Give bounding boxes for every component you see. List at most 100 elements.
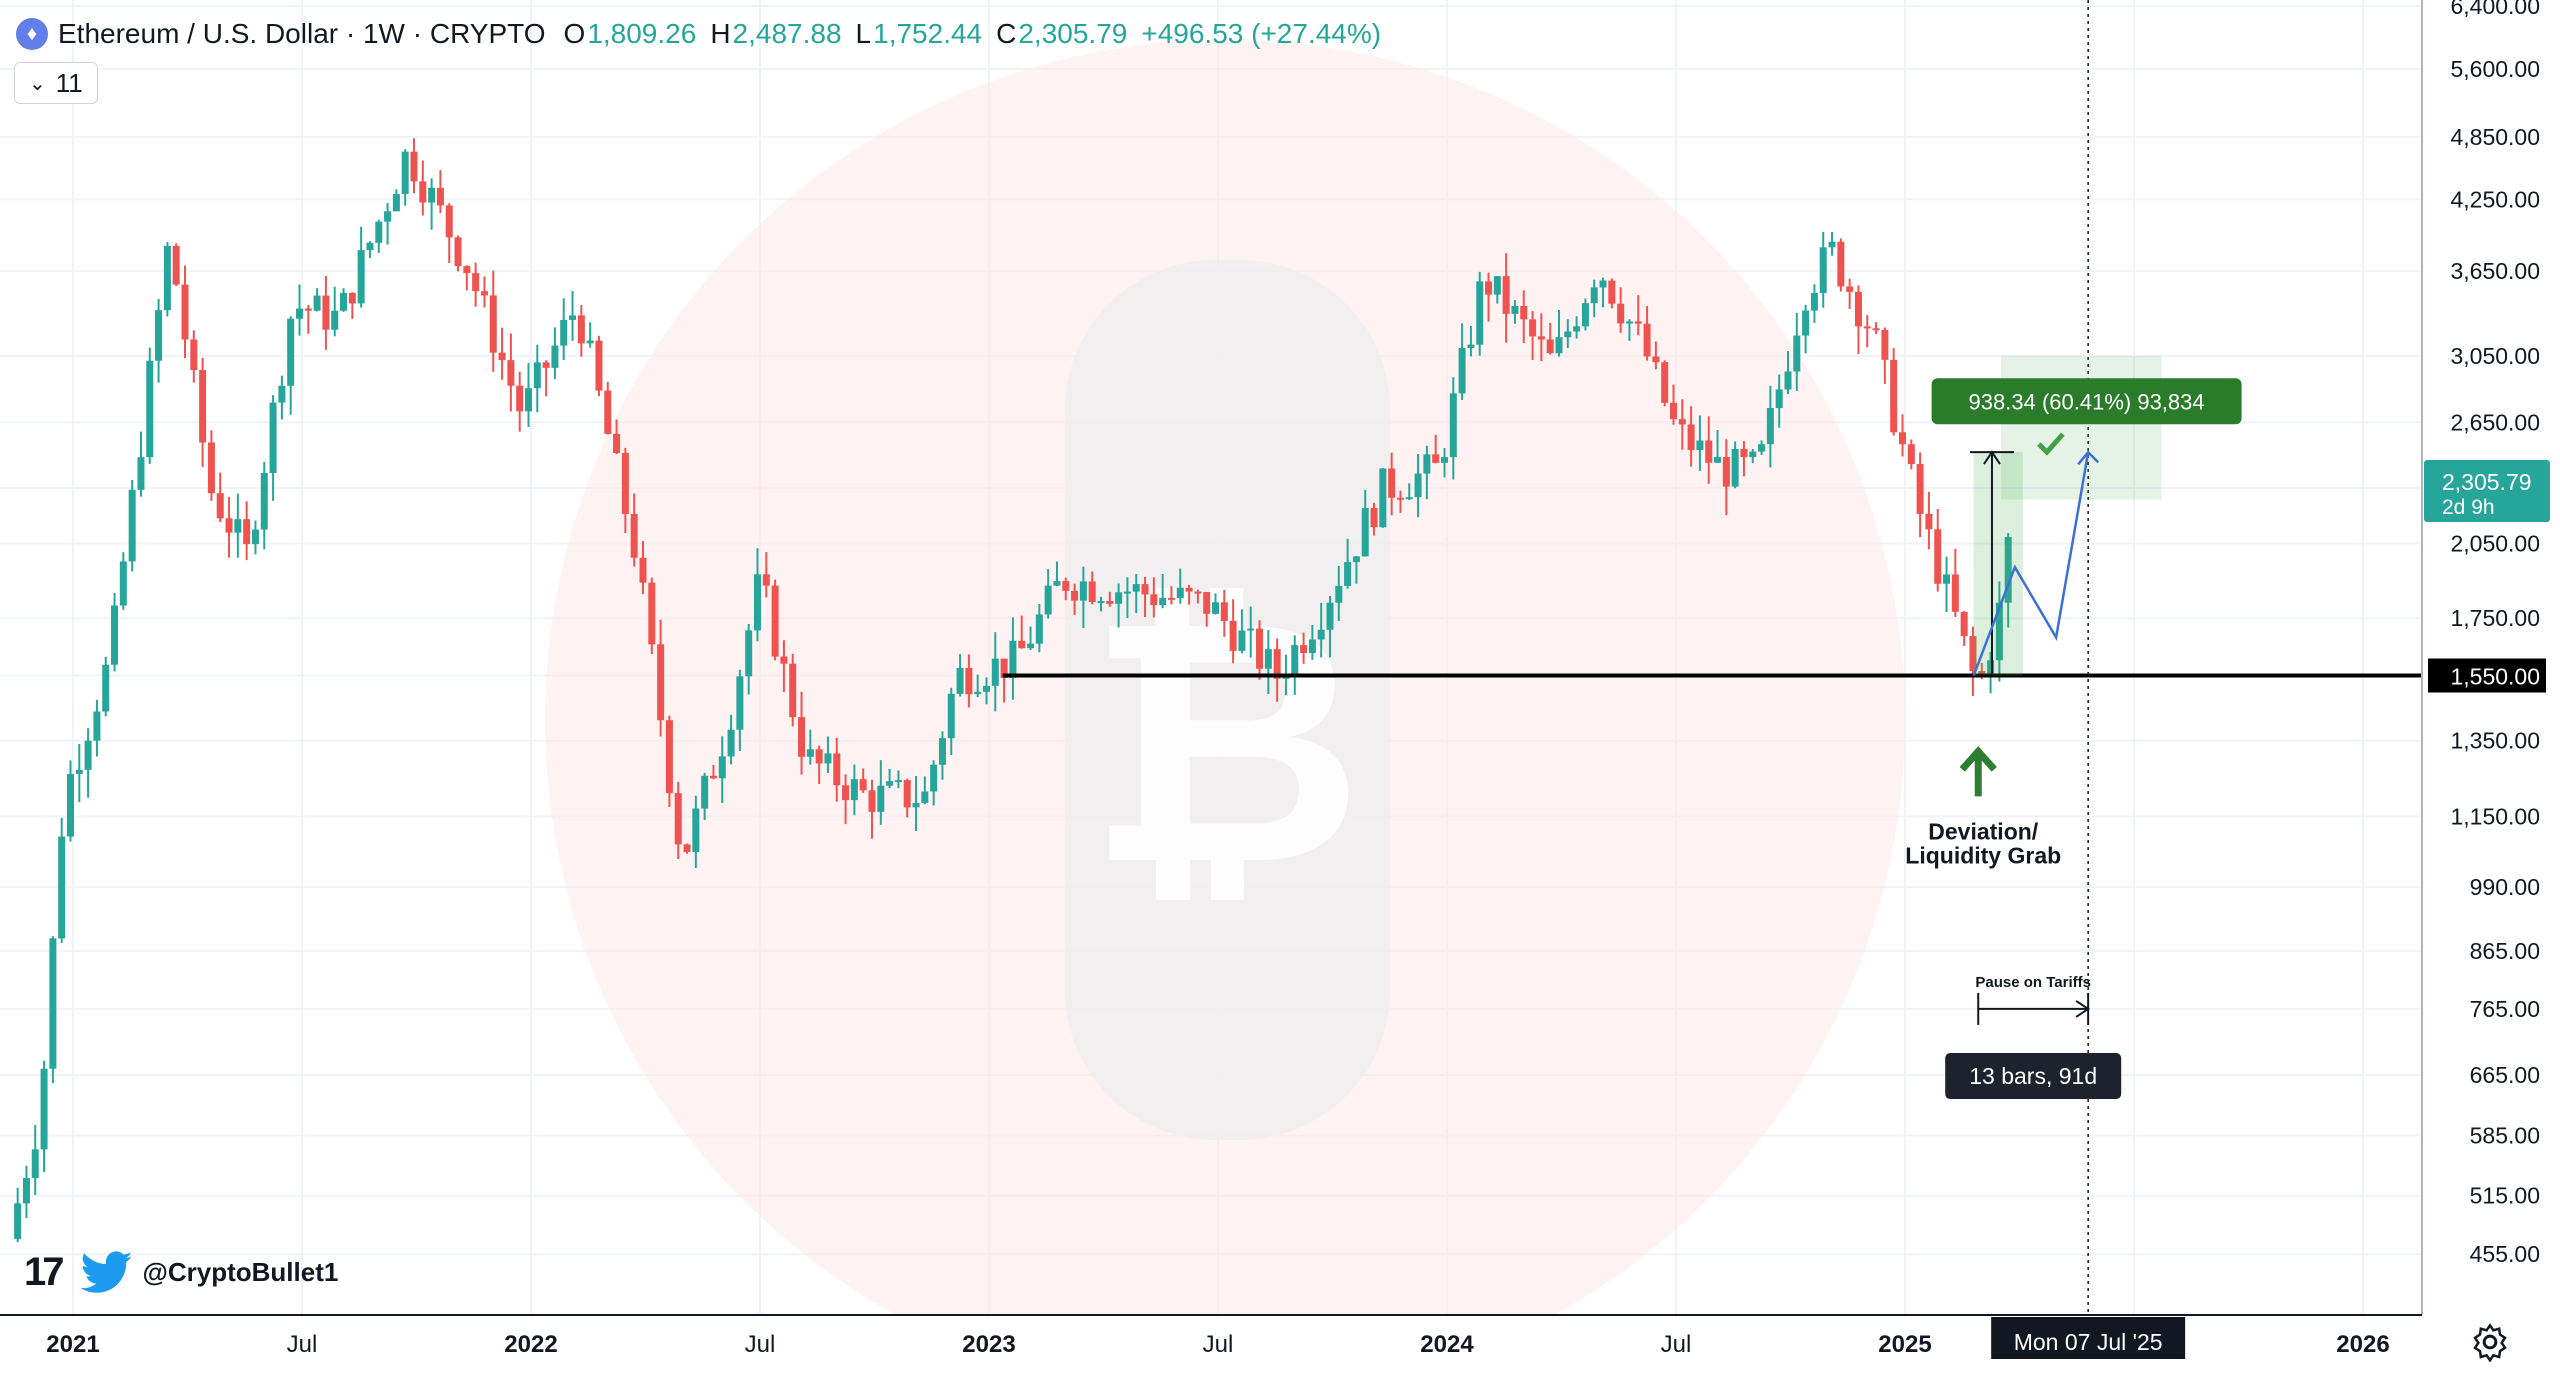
candle-body (1335, 585, 1343, 603)
open-value: 1,809.26 (587, 18, 697, 49)
settings-gear-icon[interactable] (2470, 1322, 2510, 1362)
candle-body (287, 318, 295, 386)
candle-body (1819, 247, 1827, 293)
candle-body (833, 753, 841, 786)
candle-body (701, 775, 709, 809)
candle-body (278, 385, 286, 403)
candle-body (727, 729, 735, 757)
candle-body (480, 291, 488, 296)
candle-body (1053, 581, 1061, 586)
candle-body (1106, 601, 1114, 604)
change-value: +496.53 (+27.44%) (1141, 18, 1382, 49)
candle-body (1115, 592, 1123, 604)
candle-body (1978, 671, 1986, 675)
candle-body (49, 938, 57, 1069)
low-value: 1,752.44 (873, 18, 983, 49)
candle-body (1370, 508, 1378, 528)
candle-body (630, 513, 638, 558)
candle-body (1951, 574, 1959, 612)
candle-body (806, 749, 814, 757)
candle-body (604, 390, 612, 434)
candle-body (1458, 347, 1466, 394)
tradingview-logo[interactable]: 17 (24, 1250, 64, 1294)
price-tick-label: 1,750.00 (2450, 605, 2540, 631)
candle-body (1520, 306, 1528, 320)
candle-body (516, 385, 524, 412)
candle-body (1071, 590, 1079, 601)
candle-body (1485, 281, 1493, 295)
candle-body (569, 315, 577, 320)
twitter-bird-icon (80, 1250, 132, 1293)
candle-body (322, 295, 330, 330)
candle-body (1476, 281, 1484, 345)
twitter-handle[interactable]: @CryptoBullet1 (142, 1257, 339, 1287)
candle-body (1238, 630, 1246, 651)
candle-body (1176, 587, 1184, 599)
candle-body (1273, 649, 1281, 679)
crosshair-date-label: Mon 07 Jul '25 (2014, 1329, 2163, 1355)
candle-body (1617, 303, 1625, 324)
candle-body (14, 1203, 22, 1239)
candle-body (1405, 497, 1413, 500)
price-axis[interactable]: 6,400.00 5,600.00 4,850.00 4,250.00 3,650.00… (2450, 0, 2540, 1267)
candle-body (22, 1178, 30, 1204)
candle-body (912, 802, 920, 808)
candle-body (1590, 287, 1598, 304)
price-tick-label: 4,850.00 (2450, 124, 2540, 150)
candle-body (84, 740, 92, 770)
candle-body (1828, 241, 1836, 248)
candle-body (1379, 468, 1387, 528)
candle-body (1714, 456, 1722, 463)
candle-body (524, 388, 532, 412)
candle-body (780, 656, 788, 664)
candle-body (401, 151, 409, 195)
candle-body (1141, 584, 1149, 595)
indicators-toggle-button[interactable]: ⌄ 11 (14, 62, 98, 104)
level-price-label: 1,550.00 (2450, 664, 2540, 690)
price-tick-label: 2,650.00 (2450, 409, 2540, 435)
price-axis-bg (2422, 0, 2560, 1315)
candle-body (1414, 473, 1422, 498)
candle-body (269, 402, 277, 473)
candle-body (1546, 339, 1554, 354)
symbol-header: ♦ Ethereum / U.S. Dollar · 1W · CRYPTO O… (16, 14, 1395, 54)
candle-body (921, 791, 929, 803)
candle-body (903, 780, 911, 808)
candle-body (472, 273, 480, 292)
candle-body (146, 360, 154, 458)
candle-body (1564, 331, 1572, 338)
candle-body (1185, 587, 1193, 592)
candle-body (1009, 640, 1017, 678)
date-range-arrow (2075, 1000, 2090, 1018)
candle-body (789, 663, 797, 718)
candle-body (1898, 432, 1906, 445)
candle-body (991, 658, 999, 686)
candle-body (947, 693, 955, 739)
candle-body (718, 756, 726, 779)
level-price-label-bg (2428, 658, 2546, 693)
candle-body (1088, 581, 1096, 603)
candle-body (1872, 328, 1880, 331)
time-axis[interactable]: 2021Jul2022Jul2023Jul2024Jul2025Jul2026 (46, 1331, 2389, 1358)
candle-body (551, 345, 559, 368)
candle-body (1256, 628, 1264, 669)
candle-body (1599, 280, 1607, 288)
candle-body (436, 187, 444, 206)
candle-body (1740, 448, 1748, 458)
candle-body (1396, 497, 1404, 500)
candle-body (1317, 629, 1325, 640)
candle-body (1837, 241, 1845, 287)
candle-body (930, 764, 938, 792)
candle-body (225, 518, 233, 533)
bar-range-label-bg (1945, 1053, 2122, 1100)
candle-body (1432, 454, 1440, 463)
price-tick-label: 515.00 (2470, 1183, 2540, 1209)
candle-body (1018, 640, 1026, 649)
symbol-title[interactable]: Ethereum / U.S. Dollar · 1W · CRYPTO (58, 18, 546, 49)
time-tick-label: 2022 (504, 1331, 557, 1358)
candle-body (648, 582, 656, 645)
candle-body (665, 720, 673, 794)
candle-body (1810, 292, 1818, 311)
